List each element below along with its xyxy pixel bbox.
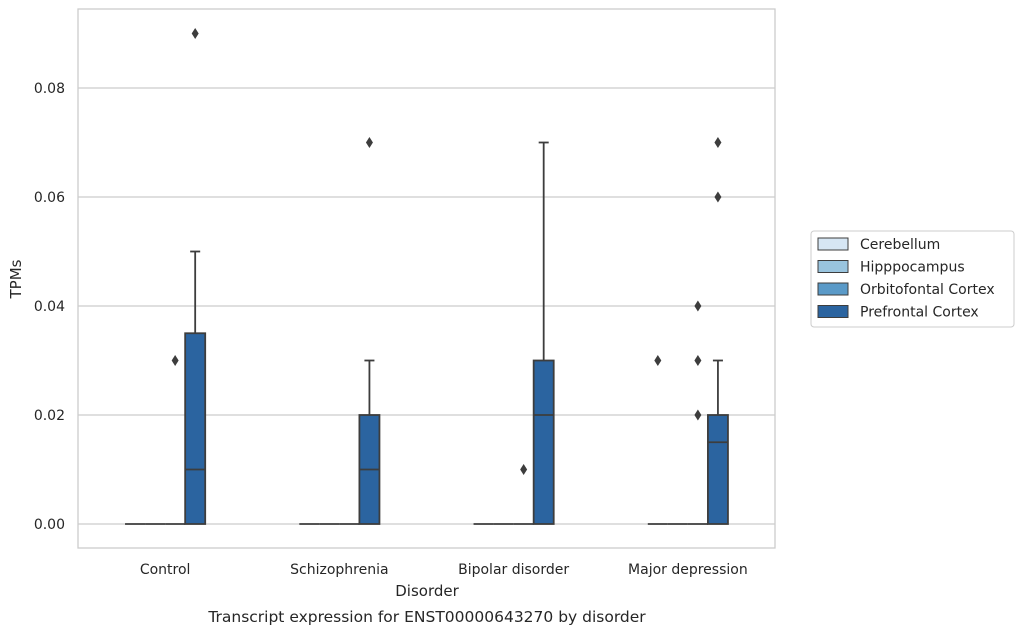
outlier-point [520,464,528,475]
outlier-point [191,28,199,39]
outlier-point [365,137,373,148]
plot-frame [77,8,776,549]
x-axis-label: Disorder [395,582,459,600]
legend-item: Prefrontal Cortex [817,305,979,321]
x-tick-label: Bipolar disorder [458,562,569,578]
y-axis-ticks: 0.00 0.02 0.04 0.06 0.08 [34,81,65,533]
box-group [184,28,207,525]
box-group [358,137,381,525]
outlier-point [694,409,702,421]
box [707,414,729,525]
plot-boxes [125,28,729,525]
outlier-point [171,355,179,366]
legend-swatch [817,305,849,318]
x-tick-label: Control [140,562,191,578]
box-group [513,464,534,525]
figure-caption: Transcript expression for ENST0000064327… [207,608,646,626]
x-axis-ticks: Control Schizophrenia Bipolar disorder Majo… [140,562,748,578]
legend-item: Hipppocampus [817,260,965,276]
legend-item: Cerebellum [817,237,940,253]
legend-label: Orbitofontal Cortex [860,282,995,298]
legend-item: Orbitofontal Cortex [817,282,995,298]
outlier-point [654,355,662,366]
x-tick-label: Major depression [628,562,748,578]
y-tick-label: 0.08 [34,81,65,97]
outlier-point [694,355,702,366]
y-tick-label: 0.06 [34,190,65,206]
box-group [647,355,668,525]
legend-frame [810,230,1015,328]
x-tick-label: Schizophrenia [290,562,388,578]
box-group [532,141,555,525]
legend-label: Cerebellum [860,237,940,253]
legend-swatch [817,282,849,296]
legend: Cerebellum Hipppocampus Orbitofontal Corte… [810,230,1015,328]
legend-swatch [817,237,849,251]
box [532,359,555,525]
legend-label: Hipppocampus [860,260,965,276]
box-group [687,300,708,525]
box-group [707,137,729,525]
outlier-point [714,191,722,203]
outlier-point [714,137,722,148]
y-axis-label: TPMs [7,259,25,299]
y-tick-label: 0.02 [34,408,65,424]
box [184,332,207,525]
box-group [165,355,186,525]
legend-swatch [817,260,849,273]
y-tick-label: 0.00 [34,517,65,533]
y-tick-label: 0.04 [34,299,65,315]
outlier-point [694,300,702,312]
legend-label: Prefrontal Cortex [860,305,979,321]
